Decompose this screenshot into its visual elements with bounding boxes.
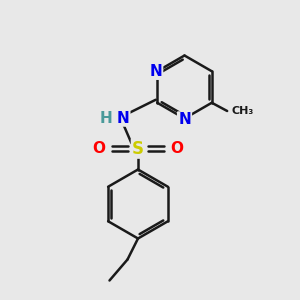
Text: N: N [117, 111, 130, 126]
Text: S: S [132, 140, 144, 158]
Text: H: H [99, 111, 112, 126]
Text: O: O [92, 141, 106, 156]
Text: N: N [149, 64, 162, 79]
Text: O: O [170, 141, 184, 156]
Text: N: N [178, 112, 191, 128]
Text: CH₃: CH₃ [231, 106, 253, 116]
